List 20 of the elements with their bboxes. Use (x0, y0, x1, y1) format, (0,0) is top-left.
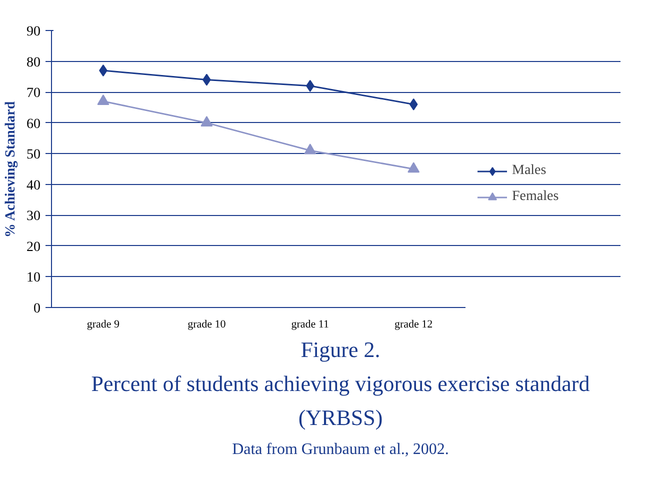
y-tick-label: 80 (26, 55, 40, 70)
y-tick-label: 40 (26, 178, 40, 194)
y-tick-label: 70 (26, 86, 40, 102)
y-tick-label: 10 (26, 270, 40, 286)
y-tick-label: 50 (26, 148, 40, 163)
y-tick-label: 60 (26, 116, 40, 132)
text: Percent of students achieving vigorous exercise standard (YRBSS) (91, 371, 590, 431)
y-tick-label: 20 (26, 240, 40, 255)
y-axis-title: % Achieving Standard (4, 101, 18, 238)
x-tick-label: grade 10 (188, 318, 226, 330)
y-tick-label: 0 (34, 302, 40, 316)
x-tick-label: grade 9 (86, 318, 120, 330)
legend-label: Males (512, 163, 546, 179)
x-tick-label: grade 12 (394, 318, 433, 330)
y-tick-label: 90 (26, 24, 40, 40)
legend-label: Females (512, 189, 559, 205)
text: Figure 2. (300, 337, 380, 362)
text: Data from Grunbaum et al., 2002. (232, 440, 449, 458)
y-tick-label: 30 (26, 209, 40, 224)
x-tick-label: grade 11 (291, 318, 330, 330)
